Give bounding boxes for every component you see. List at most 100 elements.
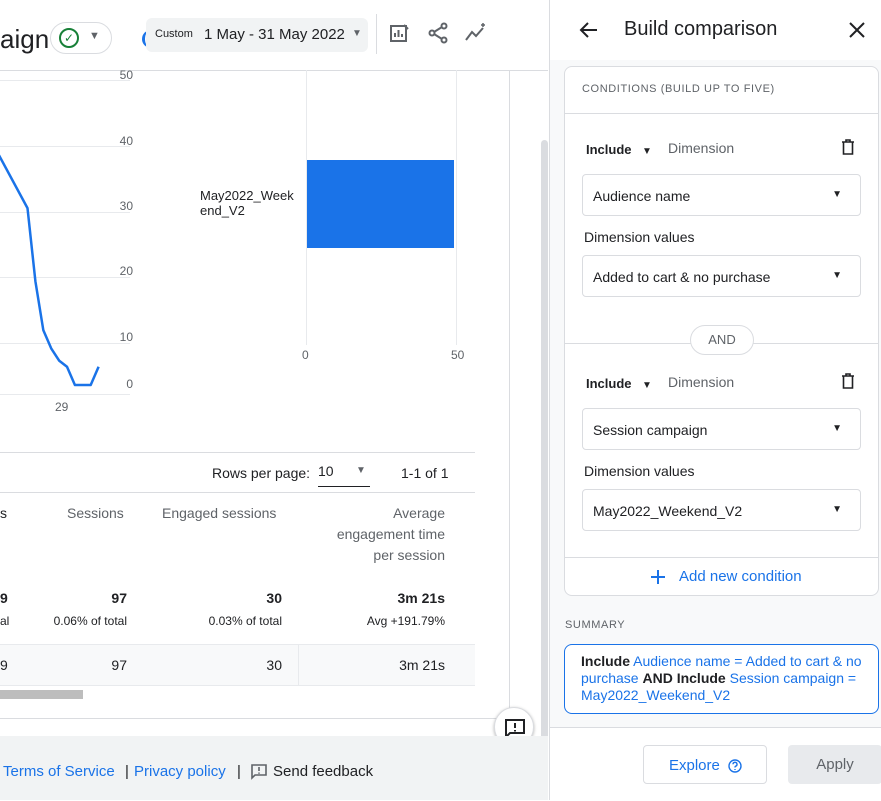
cell: 3m 21s [399, 657, 445, 673]
x-tick-label: 0 [302, 348, 309, 362]
y-tick-label: 50 [119, 68, 133, 82]
line-chart-plot [0, 154, 100, 387]
include-label: Include [586, 142, 632, 157]
arrow-left-icon[interactable] [577, 18, 601, 42]
dimension-value: Audience name [593, 188, 691, 204]
total-value: 3m 21s [397, 590, 445, 606]
dimension-values-value: Added to cart & no purchase [593, 269, 771, 285]
feedback-icon [505, 719, 525, 740]
footer-separator: | [125, 763, 129, 780]
date-range-value: 1 May - 31 May 2022 [204, 26, 345, 43]
divider [0, 492, 475, 493]
x-tick-label: 50 [451, 348, 465, 362]
cell: 30 [266, 657, 282, 673]
chevron-down-icon: ▼ [356, 465, 366, 476]
column-header[interactable]: s [0, 505, 7, 521]
dimension-values-select[interactable]: Added to cart & no purchase ▼ [582, 255, 861, 297]
cell-divider [298, 645, 299, 685]
gridline [456, 70, 457, 345]
divider [565, 557, 878, 558]
caret-down-icon: ▼ [832, 270, 842, 281]
close-icon[interactable] [845, 18, 869, 42]
share-icon[interactable] [426, 22, 450, 46]
header-line: per session [373, 547, 445, 563]
toolbar-divider [376, 14, 377, 54]
dimension-select[interactable]: Audience name ▼ [582, 174, 861, 216]
caret-down-icon: ▼ [641, 380, 652, 391]
caret-down-icon: ▼ [832, 189, 842, 200]
summary-label: SUMMARY [565, 619, 626, 631]
build-comparison-panel: Build comparison CONDITIONS (BUILD UP TO… [549, 0, 881, 801]
report-header: aign ✓ ▼ Custom 1 May - 31 May 2022 ▼ [0, 0, 548, 71]
summary-and-include: AND Include [642, 670, 726, 686]
gridline [0, 394, 130, 395]
trash-icon[interactable] [840, 138, 856, 156]
apply-button[interactable]: Apply [788, 745, 881, 784]
insights-icon[interactable] [464, 22, 488, 46]
privacy-link[interactable]: Privacy policy [134, 763, 226, 780]
dimension-select[interactable]: Session campaign ▼ [582, 408, 861, 450]
trash-icon[interactable] [840, 372, 856, 390]
cell: 9 [0, 657, 8, 673]
total-sub: 0.03% of total [208, 614, 282, 628]
chevron-down-icon: ▼ [89, 30, 100, 42]
y-tick-label: 40 [119, 134, 133, 148]
series-line [0, 154, 100, 387]
footer-separator: | [237, 763, 241, 780]
customize-report-icon[interactable] [388, 22, 412, 46]
gridline [0, 80, 130, 81]
header-line: engagement time [336, 526, 445, 542]
include-dropdown[interactable]: Include ▼ [586, 141, 652, 159]
status-chip[interactable]: ✓ ▼ [50, 22, 112, 54]
gridline [0, 343, 130, 344]
total-sub: 0.06% of total [53, 614, 127, 628]
caret-down-icon: ▼ [832, 504, 842, 515]
conditions-section-label: CONDITIONS (BUILD UP TO FIVE) [582, 83, 775, 95]
rows-per-page-label: Rows per page: [212, 465, 311, 481]
dimension-label: Dimension [668, 374, 735, 390]
divider [509, 70, 510, 720]
cell: 97 [111, 657, 127, 673]
explore-button[interactable]: Explore [643, 745, 767, 784]
report-area: aign ✓ ▼ Custom 1 May - 31 May 2022 ▼ 50 [0, 0, 548, 800]
y-tick-label: 10 [119, 330, 133, 344]
divider [565, 113, 878, 114]
panel-title: Build comparison [624, 18, 778, 40]
terms-link[interactable]: Terms of Service [3, 763, 115, 780]
feedback-icon [251, 764, 267, 780]
and-chip: AND [690, 325, 754, 355]
total-value: 30 [266, 590, 282, 606]
gridline [0, 212, 130, 213]
column-header-engaged-sessions[interactable]: Engaged sessions [162, 505, 277, 521]
dimension-value: Session campaign [593, 422, 708, 438]
column-header-avg-engagement[interactable]: Average engagement time per session [300, 503, 445, 566]
chevron-down-icon: ▼ [352, 28, 362, 39]
panel-header: Build comparison [550, 0, 881, 60]
y-tick-label: 30 [119, 199, 133, 213]
dimension-values-label: Dimension values [584, 229, 695, 245]
gridline [0, 277, 130, 278]
line-chart: 50 40 30 20 10 0 29 [0, 68, 140, 414]
vertical-scrollbar[interactable] [541, 140, 548, 740]
bar[interactable] [307, 160, 454, 248]
dimension-values-select[interactable]: May2022_Weekend_V2 ▼ [582, 489, 861, 531]
column-header-sessions[interactable]: Sessions [67, 505, 124, 521]
table-row[interactable]: 9 97 30 3m 21s [0, 644, 475, 686]
help-circle-icon[interactable] [728, 759, 742, 773]
dimension-values-label: Dimension values [584, 463, 695, 479]
y-tick-label: 0 [126, 377, 133, 391]
horizontal-scrollbar[interactable] [0, 690, 83, 699]
include-dropdown[interactable]: Include ▼ [586, 375, 652, 393]
rows-per-page-select[interactable]: 10 ▼ [318, 460, 370, 487]
dimension-label: Dimension [668, 140, 735, 156]
date-range-picker[interactable]: Custom 1 May - 31 May 2022 ▼ [146, 18, 368, 52]
x-tick-label: 29 [55, 400, 69, 414]
conditions-card: CONDITIONS (BUILD UP TO FIVE) Include ▼ … [564, 66, 879, 596]
total-value: 97 [111, 590, 127, 606]
report-title: aign [0, 24, 50, 54]
summary-box: Include Audience name = Added to cart & … [564, 644, 879, 714]
comparison-indicator [142, 30, 155, 48]
summary-include: Include [581, 653, 631, 669]
dimension-values-value: May2022_Weekend_V2 [593, 503, 743, 519]
panel-footer: Explore Apply [550, 727, 881, 801]
